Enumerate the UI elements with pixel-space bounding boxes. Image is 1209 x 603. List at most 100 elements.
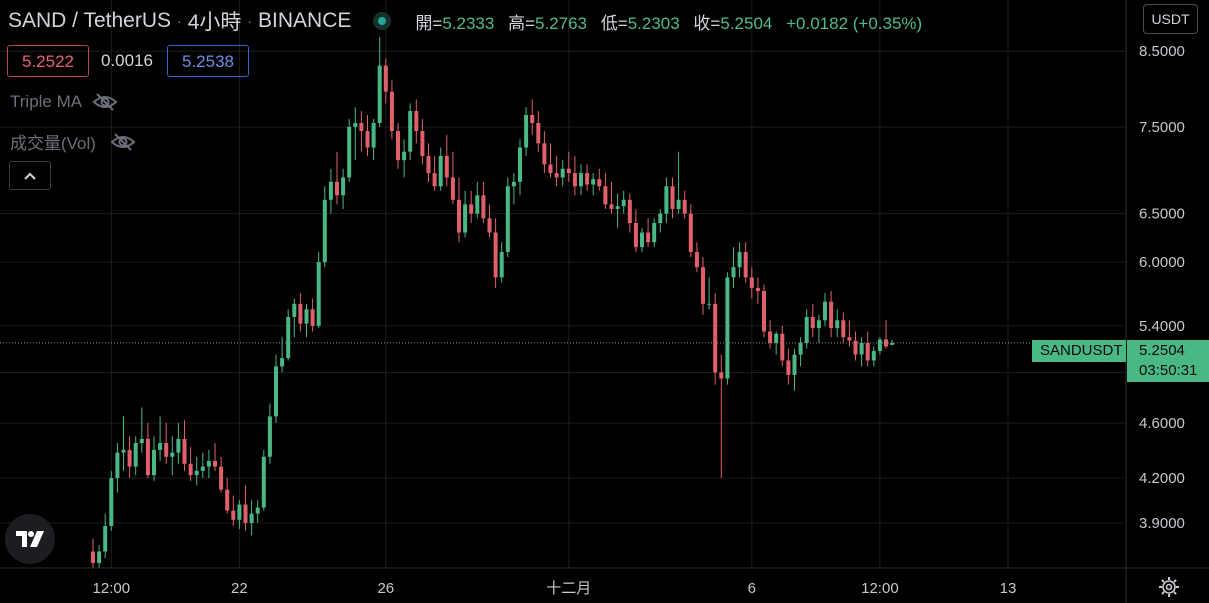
candle: [560, 160, 565, 187]
candle: [835, 309, 840, 338]
candle-body: [499, 252, 504, 278]
eye-crossed-icon[interactable]: [92, 92, 118, 112]
market-status-icon[interactable]: [373, 12, 392, 30]
candle-body: [292, 303, 297, 317]
candle-body: [737, 252, 742, 268]
time-tick-label: 12:00: [93, 580, 131, 597]
candle: [450, 151, 455, 205]
collapse-legend-button[interactable]: [9, 161, 51, 190]
candle-body: [170, 452, 175, 457]
candle-body: [633, 223, 638, 248]
candle: [585, 164, 590, 191]
candle: [145, 422, 150, 479]
candle-body: [383, 65, 388, 92]
candle: [341, 168, 346, 209]
eye-crossed-icon[interactable]: [110, 132, 136, 152]
candle-body: [597, 179, 602, 187]
candle-body: [841, 320, 846, 338]
candle-body: [829, 301, 834, 329]
symbol-name[interactable]: SAND / TetherUS: [8, 9, 172, 32]
candle: [414, 99, 419, 144]
candle: [871, 346, 876, 367]
candlestick-series: [91, 37, 895, 568]
indicator-triple-ma[interactable]: Triple MA: [10, 92, 118, 112]
time-tick-label: 十二月: [546, 580, 591, 597]
candle-body: [261, 456, 266, 508]
candle-body: [249, 513, 254, 523]
candle: [615, 193, 620, 228]
symbol-header: SAND / TetherUS · 4小時 · BINANCE 開=5.2333…: [8, 6, 922, 36]
candle-body: [103, 526, 108, 552]
candle-body: [463, 204, 468, 233]
interval-label[interactable]: 4小時: [187, 11, 242, 34]
candle-body: [755, 287, 760, 292]
candle: [865, 331, 870, 367]
candle-body: [176, 438, 181, 453]
candle: [609, 181, 614, 214]
candle-body: [762, 291, 766, 332]
candle-body: [145, 438, 150, 476]
settings-gear-icon[interactable]: [1158, 576, 1180, 598]
candle-body: [353, 122, 358, 127]
candle: [737, 242, 742, 278]
candle-body: [505, 186, 510, 253]
candle: [694, 242, 699, 273]
candle: [762, 284, 766, 338]
candle: [121, 416, 126, 471]
candle: [804, 309, 809, 349]
candle: [328, 168, 333, 214]
indicator-volume[interactable]: 成交量(Vol): [10, 129, 136, 154]
symbol-price-label: SANDUSDT: [1032, 340, 1126, 362]
candle-body: [457, 199, 461, 233]
candle: [518, 139, 522, 196]
candle: [493, 218, 498, 288]
candle: [127, 436, 132, 479]
candle-body: [213, 460, 217, 467]
candle-body: [707, 303, 712, 305]
candle-body: [127, 449, 132, 467]
candle-body: [426, 155, 431, 174]
candle: [420, 118, 425, 165]
candle-body: [615, 206, 620, 209]
candle: [823, 293, 827, 326]
candle-body: [816, 320, 821, 329]
candle: [213, 443, 217, 471]
candle: [200, 452, 205, 479]
candle-body: [749, 277, 754, 288]
candle: [597, 168, 602, 191]
candle-body: [97, 551, 102, 564]
candle-body: [194, 470, 199, 476]
candle: [572, 155, 577, 196]
time-tick-label: 12:00: [861, 580, 899, 597]
candle-body: [524, 114, 529, 148]
candle: [627, 193, 632, 233]
candle-body: [286, 316, 291, 359]
candle: [152, 436, 156, 481]
candle: [524, 107, 529, 156]
sell-price-button[interactable]: 5.2522: [7, 45, 89, 77]
candle: [676, 151, 681, 214]
candle: [743, 242, 748, 283]
candle-body: [786, 360, 791, 375]
candle-body: [188, 463, 193, 476]
candle: [402, 139, 407, 178]
buy-price-button[interactable]: 5.2538: [167, 45, 249, 77]
candle-body: [853, 340, 858, 355]
candle-body: [322, 199, 327, 263]
price-axis: 3.90004.20004.60005.00005.40006.00006.50…: [1139, 43, 1185, 532]
candle: [444, 135, 449, 187]
currency-button[interactable]: USDT: [1143, 4, 1198, 34]
candle: [310, 298, 315, 332]
candle: [255, 500, 260, 523]
candle-body: [792, 354, 797, 375]
candle: [829, 291, 834, 338]
candle-body: [877, 339, 882, 352]
tradingview-logo[interactable]: [5, 514, 55, 564]
candle-body: [158, 443, 163, 450]
candle: [603, 173, 608, 209]
candle-body: [810, 316, 815, 329]
indicator-label: Triple MA: [10, 92, 83, 111]
price-tick-label: 3.9000: [1139, 515, 1185, 532]
candle: [487, 204, 492, 238]
